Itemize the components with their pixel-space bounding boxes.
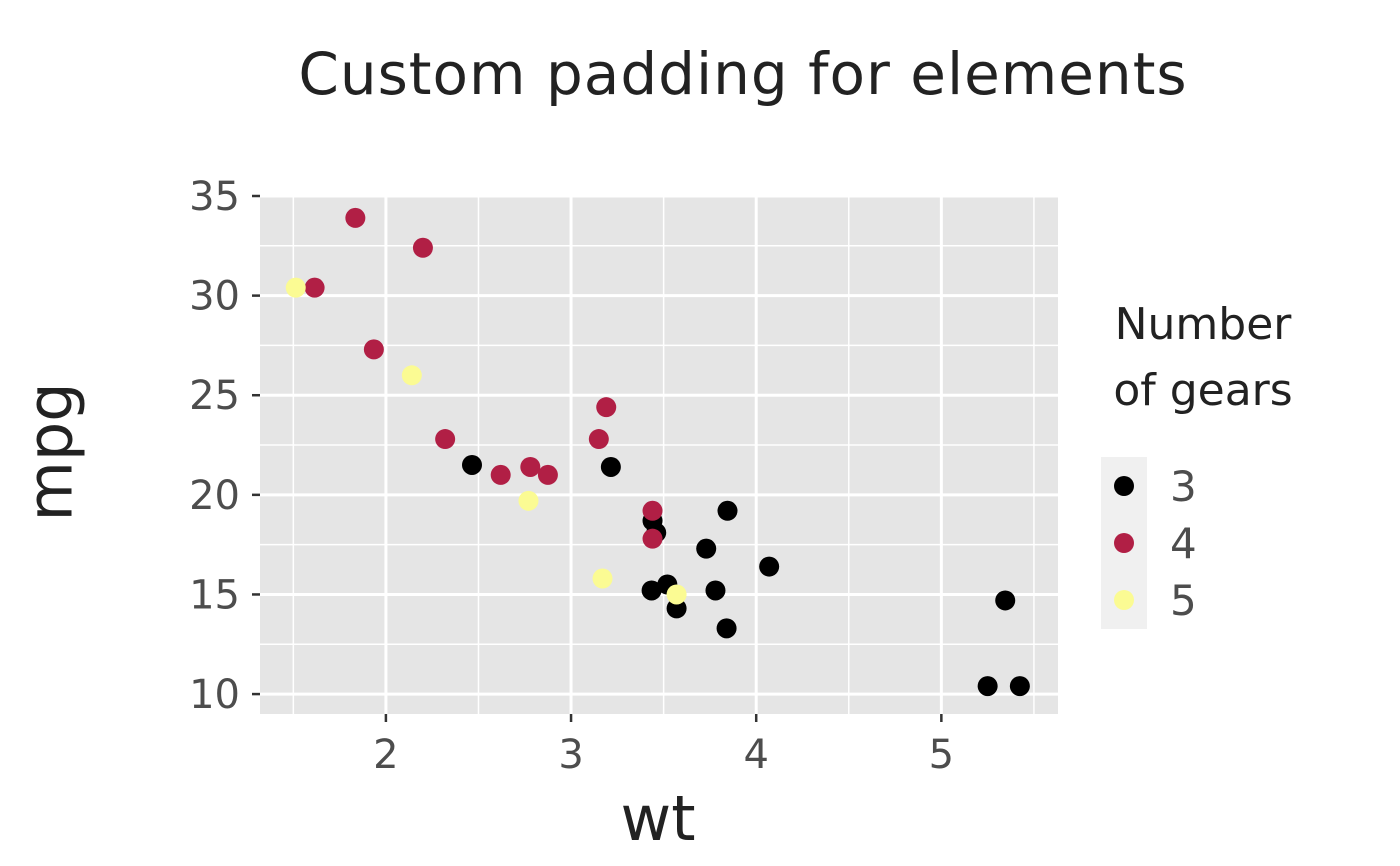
y-tick-label: 35: [189, 174, 240, 220]
data-point: [518, 490, 539, 511]
x-tick-label: 5: [929, 732, 954, 778]
data-point: [705, 580, 726, 601]
data-point: [600, 456, 621, 477]
data-point: [1009, 676, 1030, 697]
data-point: [461, 454, 482, 475]
data-point: [596, 397, 617, 418]
legend-key: [1114, 590, 1134, 610]
data-point: [592, 568, 613, 589]
data-point: [642, 528, 663, 549]
x-tick-label: 2: [373, 732, 398, 778]
legend-title-line-1: Number: [1114, 299, 1292, 350]
legend-label: 4: [1170, 519, 1197, 568]
y-tick-label: 10: [189, 672, 240, 718]
y-tick-label: 15: [189, 572, 240, 618]
data-point: [717, 500, 738, 521]
legend-key: [1114, 476, 1134, 496]
x-axis-title: wt: [620, 782, 696, 855]
legend-key: [1114, 533, 1134, 553]
x-tick-label: 4: [743, 732, 768, 778]
data-point: [363, 339, 384, 360]
data-point: [696, 538, 717, 559]
data-point: [716, 618, 737, 639]
data-point: [412, 237, 433, 258]
x-tick-label: 3: [558, 732, 583, 778]
data-point: [520, 456, 541, 477]
chart-title: Custom padding for elements: [298, 40, 1188, 108]
data-point: [435, 429, 456, 450]
y-tick-label: 20: [189, 473, 240, 519]
plot-panel: [260, 196, 1058, 714]
data-point: [401, 365, 422, 386]
data-point: [666, 584, 687, 605]
legend-title: Number of gears: [1096, 292, 1310, 424]
data-point: [490, 464, 511, 485]
legend-title-line-2: of gears: [1113, 365, 1293, 416]
data-point: [641, 580, 662, 601]
y-tick-label: 30: [189, 274, 240, 320]
data-point: [666, 598, 687, 619]
data-point: [304, 277, 325, 298]
data-point: [537, 464, 558, 485]
data-point: [759, 556, 780, 577]
legend-label: 3: [1170, 462, 1197, 511]
data-point: [642, 500, 663, 521]
data-point: [588, 429, 609, 450]
data-point: [977, 676, 998, 697]
legend-label: 5: [1170, 576, 1197, 625]
data-point: [995, 590, 1016, 611]
y-tick-label: 25: [189, 373, 240, 419]
data-point: [345, 207, 366, 228]
data-point: [285, 277, 306, 298]
